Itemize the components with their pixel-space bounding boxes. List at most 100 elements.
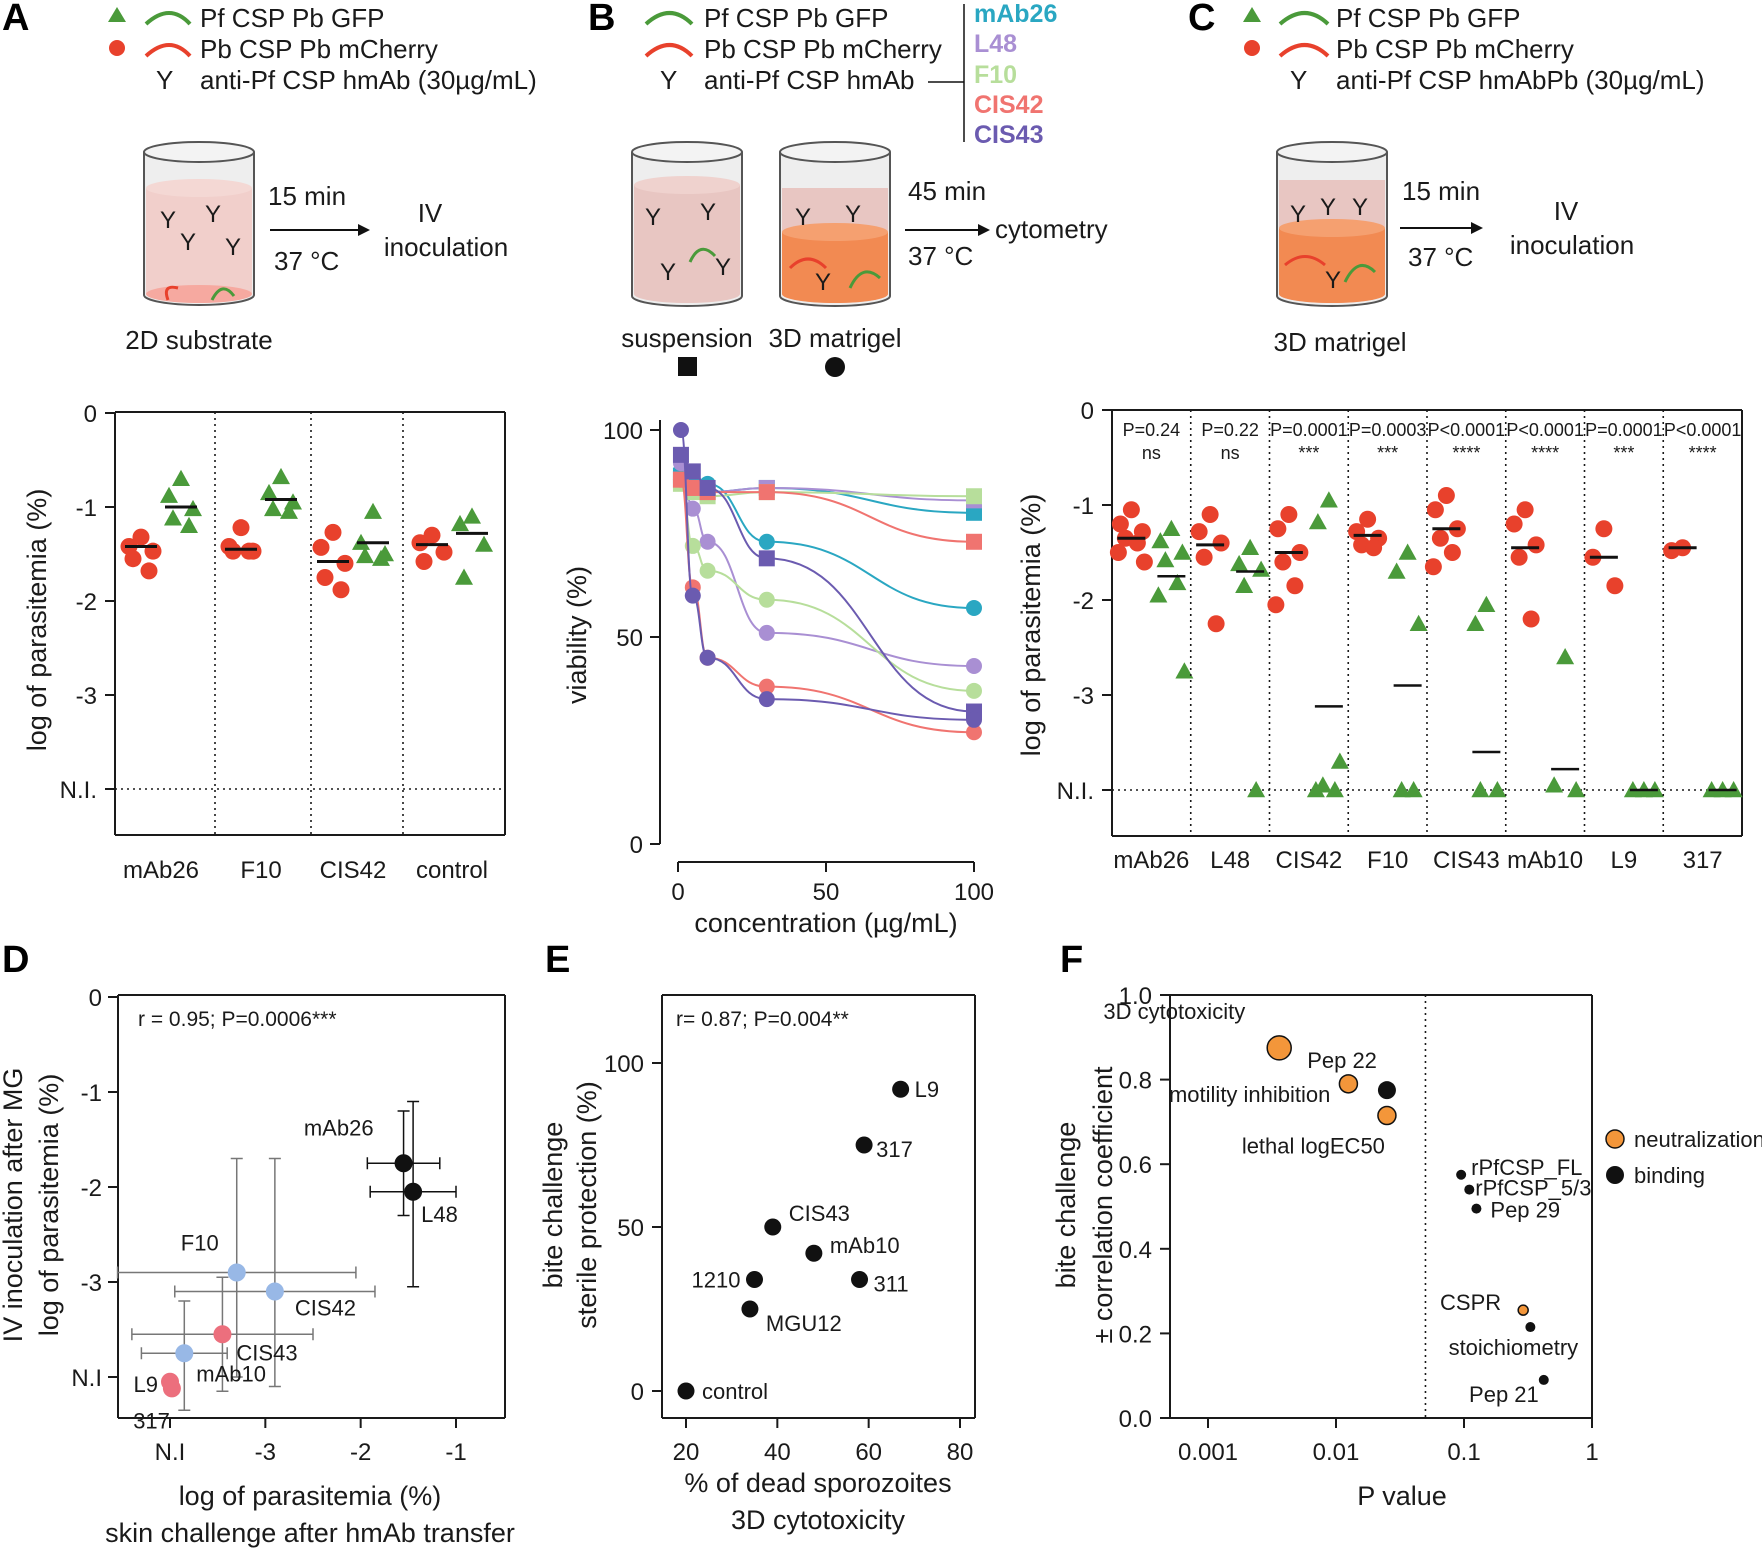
p-value-label: P=0.24 [1123, 420, 1181, 440]
point-label: L48 [421, 1202, 458, 1227]
green-point [475, 535, 493, 552]
data-point [213, 1325, 232, 1344]
significance-label: *** [1298, 443, 1319, 463]
y-tick-label: 0 [84, 401, 97, 428]
beaker-rim [143, 141, 255, 163]
red-point [1359, 510, 1377, 528]
liquid-surface [634, 176, 740, 194]
red-point [1111, 515, 1129, 533]
x-tick-label: N.I [155, 1439, 186, 1466]
red-point [1522, 610, 1540, 628]
red-point [132, 528, 150, 546]
sporozoite-red [1284, 255, 1326, 267]
red-point [1443, 544, 1461, 561]
arrowhead-icon [358, 224, 370, 236]
matrigel-surface [1279, 219, 1385, 237]
green-point [1319, 491, 1338, 508]
data-point [1471, 1203, 1482, 1214]
panel-d-letter: D [2, 939, 29, 981]
antibody-y-icon: Y [1290, 201, 1306, 228]
red-point [312, 538, 330, 556]
p-value-label: P=0.0001 [1585, 420, 1663, 440]
green-point [1556, 648, 1575, 665]
red-point [1269, 520, 1287, 538]
red-point [1431, 529, 1449, 547]
x-category-label: mAb26 [123, 857, 199, 884]
red-point [240, 542, 258, 560]
panel-e-letter: E [545, 939, 570, 981]
point-label: L9 [134, 1372, 158, 1397]
point-label: rPfCSP_FL [1471, 1155, 1582, 1180]
y-tick-label: 0 [631, 1379, 644, 1406]
red-point [324, 523, 342, 541]
x-category-label: CIS42 [320, 857, 387, 884]
data-point [1377, 1105, 1397, 1126]
legend-marker [1606, 1166, 1624, 1184]
green-point [364, 502, 382, 519]
y-tick-label: 100 [603, 418, 643, 445]
green-point [272, 467, 290, 485]
sporozoite-red [164, 285, 179, 301]
x-tick-label: 1 [1585, 1439, 1598, 1466]
panel-b-diagram: Y Y Y Y suspension Y Y Y 3D matrigel 45 … [621, 141, 1108, 377]
data-point [1517, 1304, 1529, 1316]
antibody-y-icon: Y [205, 201, 221, 228]
x-tick-label: 100 [954, 879, 994, 906]
antibody-y-icon: Y [160, 207, 176, 234]
point-label: CSPR [1440, 1290, 1501, 1315]
y-tick-label: N.I [71, 1365, 102, 1392]
sporozoite-green [210, 287, 236, 301]
data-point [741, 1300, 759, 1318]
matrigel [782, 232, 888, 303]
x-category-label: mAb26 [1113, 847, 1189, 874]
point-label: F10 [181, 1231, 219, 1256]
green-point [1398, 543, 1417, 560]
arc-green-icon [644, 11, 694, 26]
antibody-y-icon: Y [660, 65, 677, 95]
red-point [1109, 544, 1127, 561]
legend-marker [1605, 1129, 1625, 1149]
point-label: CIS42 [295, 1296, 356, 1321]
x-tick-label: -2 [350, 1439, 371, 1466]
y-axis-label: viability (%) [562, 566, 592, 704]
green-point [180, 516, 198, 533]
matrigel [1279, 228, 1385, 303]
x-tick-label: -1 [445, 1439, 466, 1466]
red-point [1122, 501, 1140, 519]
y-tick-label: 100 [604, 1051, 644, 1078]
green-point [260, 483, 278, 501]
x-tick-label: 0 [671, 879, 684, 906]
p-value-label: P=0.22 [1201, 420, 1259, 440]
x-category-label: CIS42 [1276, 847, 1343, 874]
y-axis-label: IV inoculation after MG [0, 1068, 28, 1343]
red-point [124, 550, 142, 568]
legend-c-gfp: Pf CSP Pb GFP [1336, 3, 1520, 33]
red-point [1201, 506, 1219, 523]
data-point [227, 1263, 246, 1282]
point-label: 3D cytotoxicity [1103, 999, 1245, 1024]
point-label: L9 [915, 1077, 939, 1102]
point-label: mAb26 [304, 1115, 374, 1140]
liquid [146, 188, 252, 302]
legend-label: binding [1634, 1163, 1705, 1188]
green-point [1466, 614, 1485, 631]
point-label: lethal logEC50 [1242, 1134, 1385, 1159]
y-tick-label: 0.2 [1119, 1321, 1152, 1348]
panel-f-chart: 0.0 0.2 0.4 0.6 0.8 1.0 0.001 0.01 0.1 1 P value bi… [1051, 983, 1762, 1511]
point-label: control [702, 1379, 768, 1404]
green-point [455, 568, 473, 585]
red-point [224, 542, 242, 560]
red-point [1595, 520, 1613, 538]
legend-a-gfp: Pf CSP Pb GFP [200, 3, 384, 33]
x-axis-label-2: 3D cytotoxicity [731, 1505, 906, 1535]
red-point [1510, 548, 1528, 566]
data-point [677, 1382, 695, 1400]
green-point [1404, 781, 1423, 798]
red-point [316, 569, 334, 586]
circle-point [684, 587, 701, 604]
ni-label: N.I. [60, 777, 97, 804]
y-tick-label: 50 [617, 1215, 644, 1242]
x-tick-label: 40 [764, 1439, 791, 1466]
circle-point [966, 682, 982, 699]
p-value-label: P=0.0003 [1349, 420, 1427, 440]
